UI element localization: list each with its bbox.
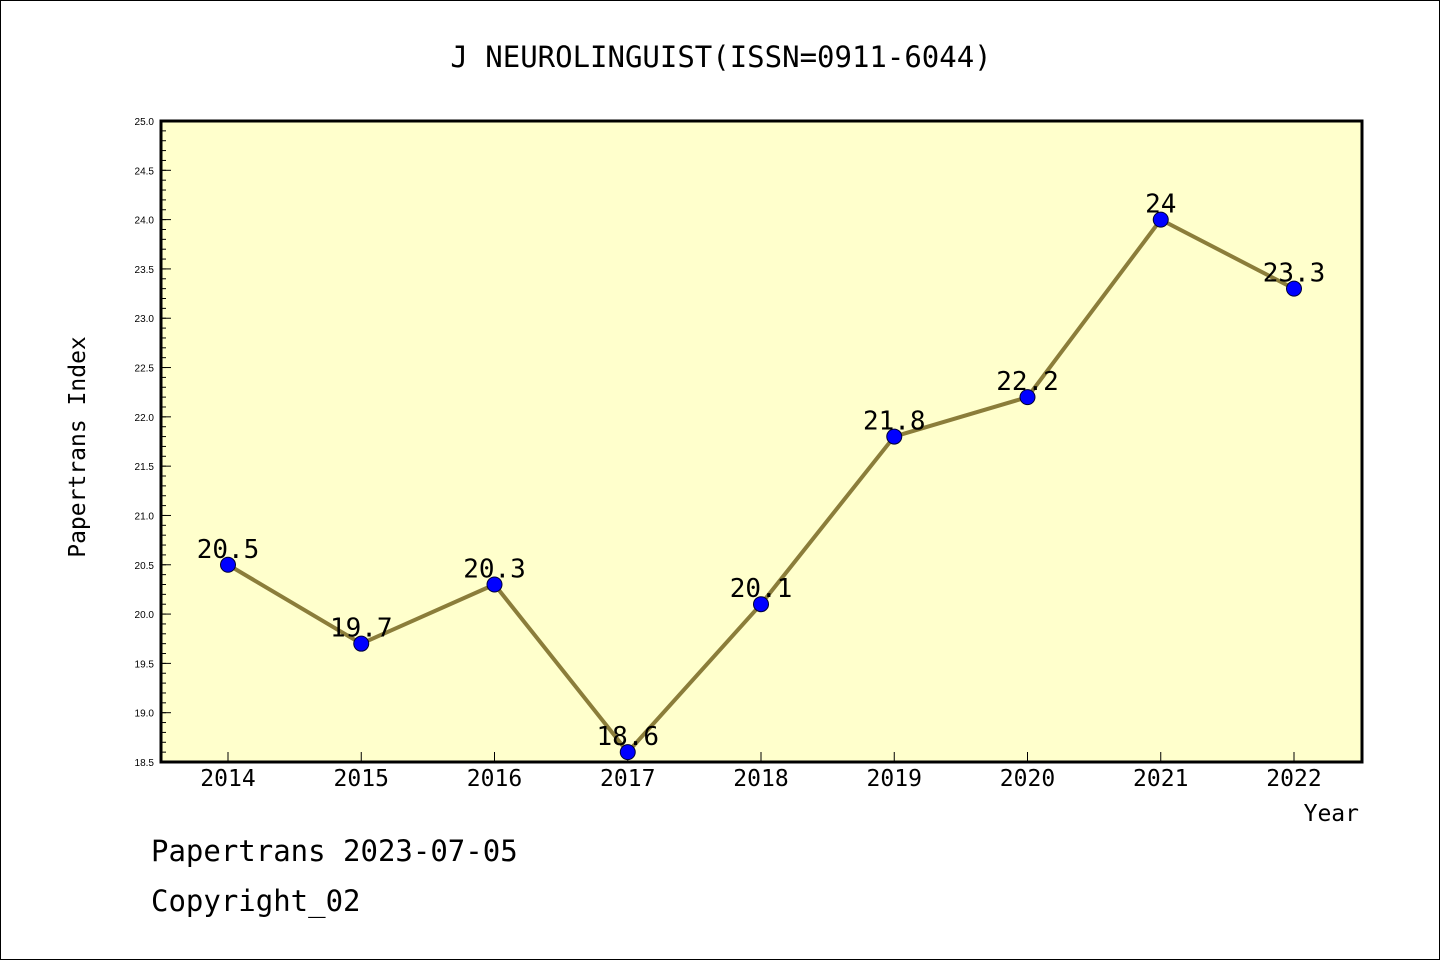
y-tick-label: 21.0	[135, 511, 155, 522]
footer-date: Papertrans 2023-07-05	[151, 834, 518, 868]
plot-area	[161, 121, 1362, 762]
y-tick-label: 19.5	[135, 659, 155, 670]
x-tick-label: 2018	[733, 766, 788, 792]
y-tick-label: 24.0	[135, 216, 155, 227]
x-tick-label: 2015	[334, 766, 389, 792]
plot-frame	[159, 119, 1364, 764]
x-tick-label: 2014	[200, 766, 255, 792]
x-tick-label: 2022	[1266, 766, 1321, 792]
x-tick-label: 2021	[1133, 766, 1188, 792]
x-tick-label: 2017	[600, 766, 655, 792]
y-tick-label: 20.0	[135, 610, 155, 621]
data-label-layer: 20.5 19.7 20.3 18.6 20.1 21.8 22.2 24 23.3	[197, 190, 1326, 753]
x-tick-label: 2016	[467, 766, 522, 792]
series-layer	[220, 211, 1302, 761]
data-label: 19.7	[330, 614, 393, 644]
data-point	[619, 744, 636, 761]
data-label: 20.3	[463, 554, 526, 584]
footer-copyright: Copyright_02	[151, 884, 361, 918]
y-tick-label: 20.5	[135, 561, 155, 572]
y-tick-label: 23.0	[135, 314, 155, 325]
data-label: 20.5	[197, 535, 260, 565]
y-tick-label: 24.5	[135, 166, 155, 177]
y-tick-label: 25.0	[135, 117, 155, 128]
y-tick-label: 23.5	[135, 265, 155, 276]
y-axis-ticks: 18.5 19.0 19.5 20.0 20.5 21.0 21.5 22.0 22.5 23.0…	[135, 117, 171, 769]
data-label: 24	[1145, 190, 1176, 220]
data-point	[753, 596, 769, 613]
y-tick-label: 22.0	[135, 413, 155, 424]
data-point	[1286, 280, 1302, 297]
x-axis-label: Year	[1304, 801, 1359, 827]
data-point	[220, 556, 236, 573]
data-point	[1019, 389, 1036, 406]
x-axis-ticks: 2014 2015 2016 2017 2018 2019 2020 2021 2022	[200, 752, 1322, 792]
data-label: 18.6	[596, 722, 659, 752]
y-tick-label: 21.5	[135, 462, 155, 473]
y-axis-label: Papertrans Index	[65, 336, 91, 558]
x-tick-label: 2019	[867, 766, 922, 792]
data-label: 22.2	[996, 367, 1059, 397]
y-tick-label: 19.0	[135, 709, 155, 720]
data-label: 23.3	[1263, 259, 1326, 289]
data-label: 21.8	[863, 407, 926, 437]
y-tick-label: 18.5	[135, 758, 155, 769]
data-label: 20.1	[730, 574, 793, 604]
chart-title: J NEUROLINGUIST(ISSN=0911-6044)	[450, 40, 991, 74]
data-point	[1152, 211, 1169, 228]
y-tick-label: 22.5	[135, 364, 155, 375]
data-point	[486, 576, 503, 593]
data-point	[886, 428, 903, 445]
x-tick-label: 2020	[1000, 766, 1055, 792]
data-point	[353, 635, 370, 652]
